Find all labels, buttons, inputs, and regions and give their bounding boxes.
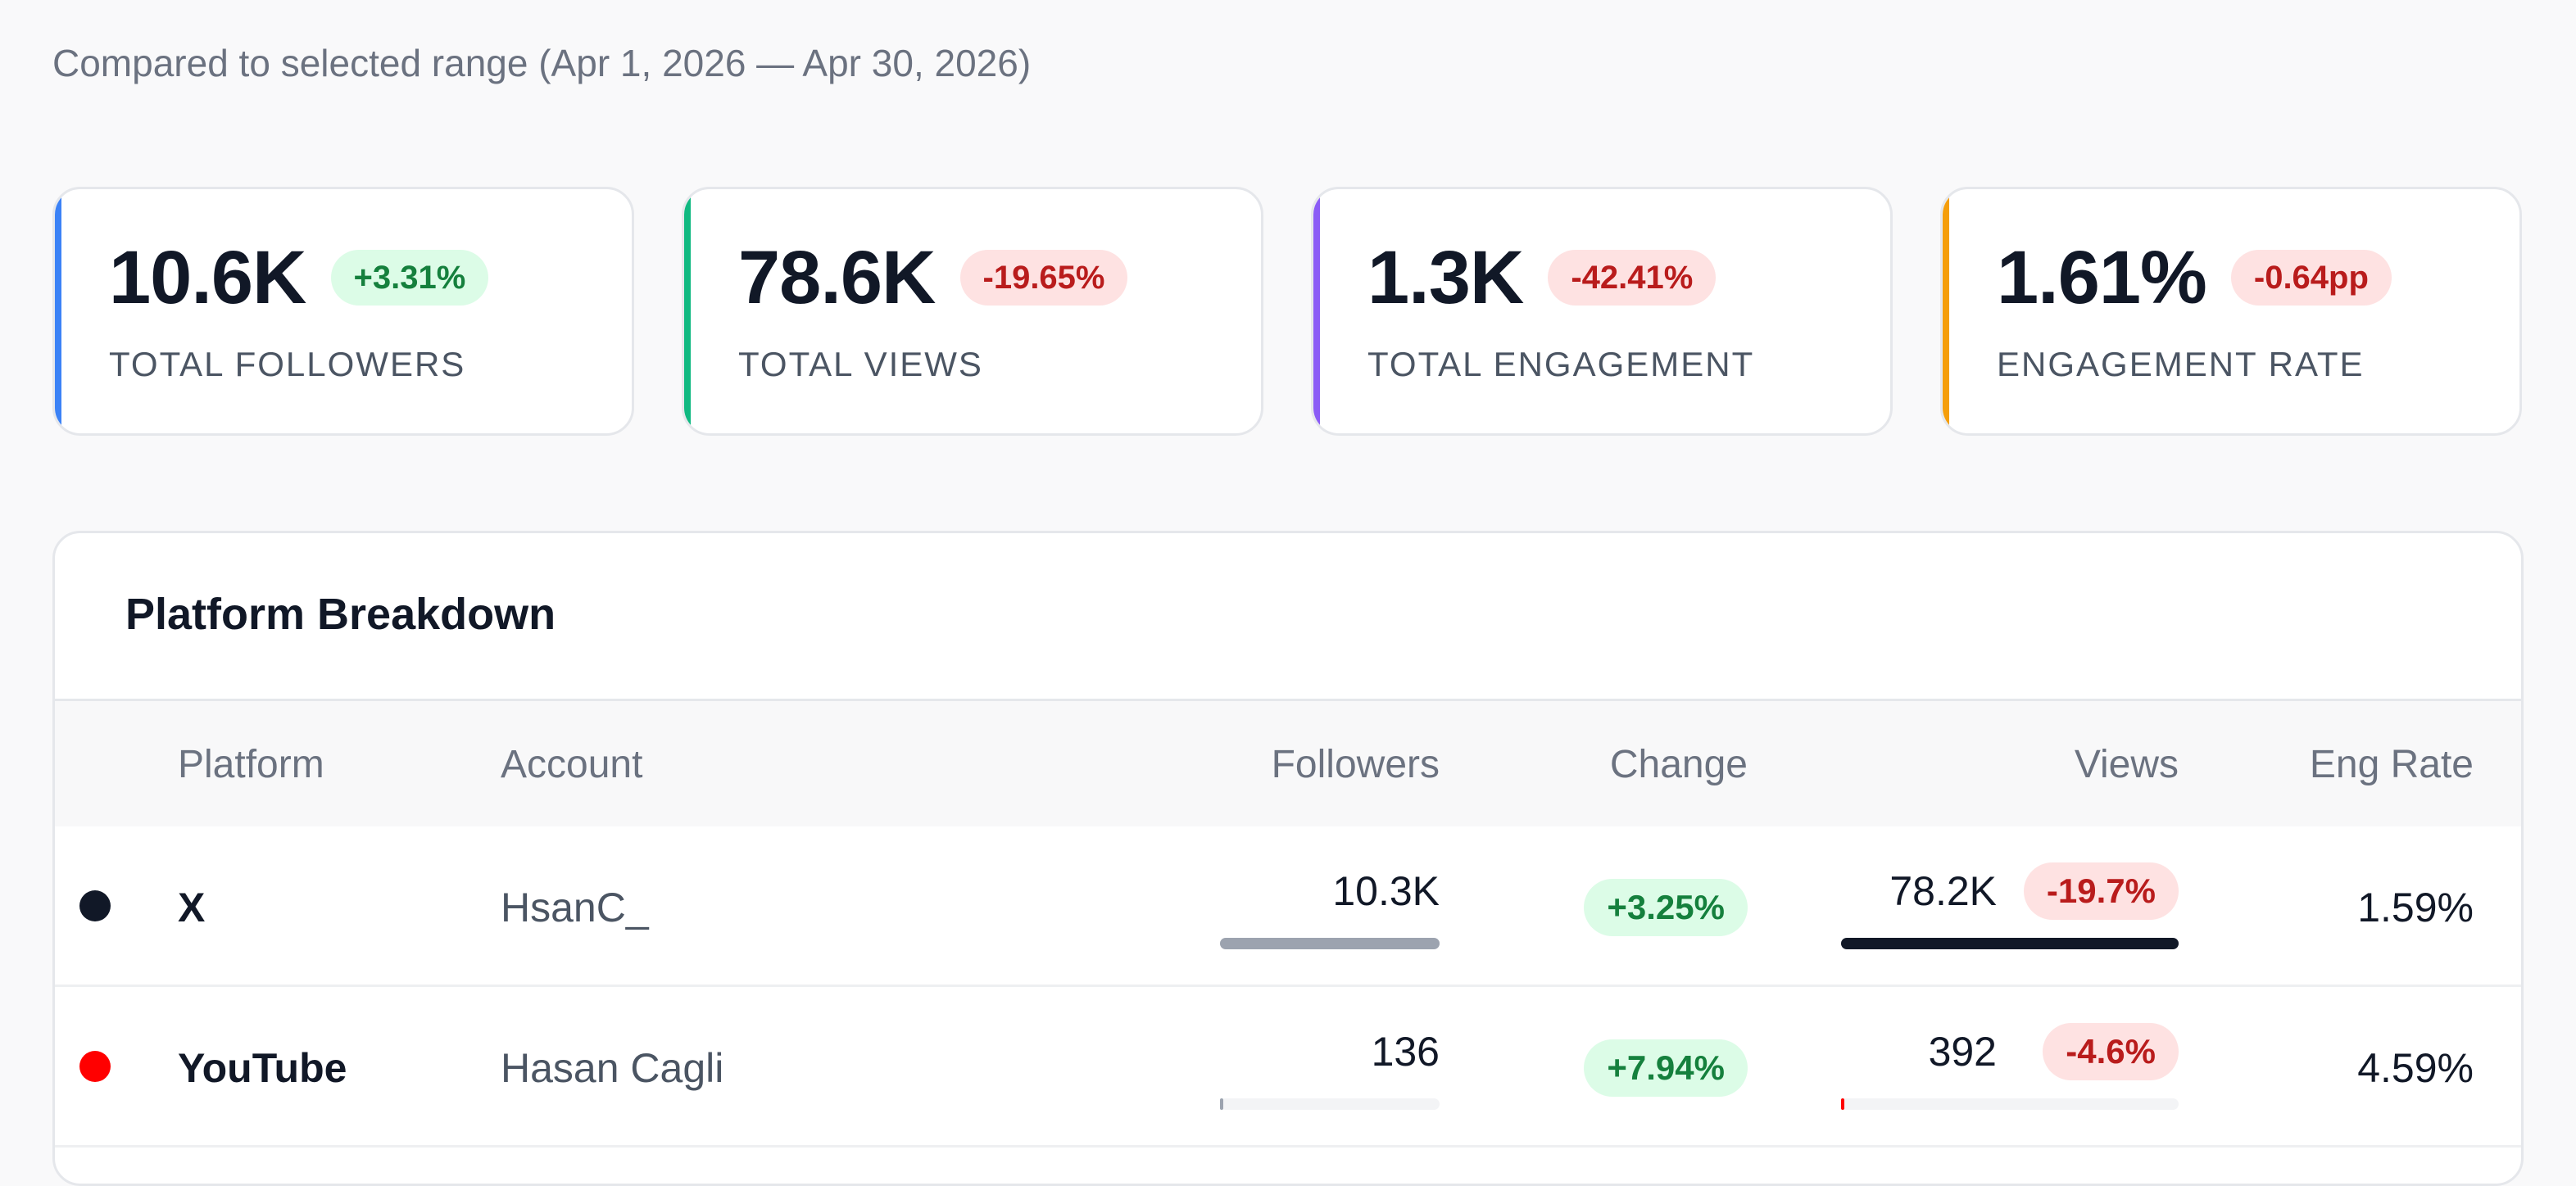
table-row[interactable]: X HsanC_ 10.3K +3.25% 78.2K -19.7% 1.59% [55,826,2521,987]
change-badge: -19.65% [959,250,1128,306]
platform-color-dot [79,890,111,921]
column-header-platform[interactable]: Platform [178,743,324,786]
change-badge: +3.31% [330,250,489,306]
change-badge: +7.94% [1584,1039,1748,1098]
metric-value: 1.61% [1997,236,2207,319]
account-name: HsanC_ [501,885,649,930]
metric-label: ENGAGEMENT RATE [1997,345,2365,383]
change-badge: +3.25% [1584,879,1748,937]
platform-color-dot [79,1051,111,1082]
column-header-change[interactable]: Change [1609,743,1748,786]
column-header-followers[interactable]: Followers [1271,743,1440,786]
platform-name: YouTube [178,1045,347,1091]
card-accent-bar [1943,189,1949,433]
card-accent-bar [684,189,691,433]
change-badge: -42.41% [1548,250,1717,306]
metric-value: 1.3K [1367,236,1524,319]
followers-bar [1220,938,1440,949]
card-accent-bar [1313,189,1320,433]
account-name: Hasan Cagli [501,1045,724,1091]
card-accent-bar [55,189,61,433]
eng-rate-value: 4.59% [2357,1045,2474,1091]
card-total-followers: 10.6K +3.31% TOTAL FOLLOWERS [52,187,634,436]
followers-value: 10.3K [1332,868,1440,914]
card-engagement-rate: 1.61% -0.64pp ENGAGEMENT RATE [1940,187,2522,436]
followers-value: 136 [1371,1029,1440,1075]
followers-bar-fill [1220,1098,1223,1110]
column-header-account[interactable]: Account [501,743,643,786]
table-row[interactable]: YouTube Hasan Cagli 136 +7.94% 392 -4.6%… [55,987,2521,1148]
views-bar [1841,1098,2179,1110]
card-total-views: 78.6K -19.65% TOTAL VIEWS [682,187,1263,436]
followers-bar-fill [1220,938,1440,949]
views-value: 78.2K [1889,868,1997,914]
platform-breakdown-panel: Platform Breakdown Platform Account Foll… [52,531,2524,1186]
followers-bar [1220,1098,1440,1110]
table-header: Platform Account Followers Change Views … [55,699,2521,826]
metric-label: TOTAL ENGAGEMENT [1367,345,1755,383]
views-bar-fill [1841,938,2179,949]
change-badge: -0.64pp [2230,250,2392,306]
views-value: 392 [1928,1029,1997,1075]
comparison-range-note: Compared to selected range (Apr 1, 2026 … [52,42,1032,84]
metric-label: TOTAL VIEWS [738,345,983,383]
column-header-eng-rate[interactable]: Eng Rate [2309,743,2474,786]
views-bar [1841,938,2179,949]
card-total-engagement: 1.3K -42.41% TOTAL ENGAGEMENT [1311,187,1893,436]
eng-rate-value: 1.59% [2357,885,2474,930]
panel-title: Platform Breakdown [125,590,556,639]
views-bar-fill [1841,1098,1844,1110]
views-change-badge: -4.6% [2043,1023,2179,1081]
metric-value: 78.6K [738,236,936,319]
column-header-views[interactable]: Views [2074,743,2179,786]
metric-value: 10.6K [109,236,306,319]
metric-label: TOTAL FOLLOWERS [109,345,466,383]
views-change-badge: -19.7% [2023,862,2179,921]
summary-cards: 10.6K +3.31% TOTAL FOLLOWERS 78.6K -19.6… [52,187,2522,436]
platform-name: X [178,885,206,930]
